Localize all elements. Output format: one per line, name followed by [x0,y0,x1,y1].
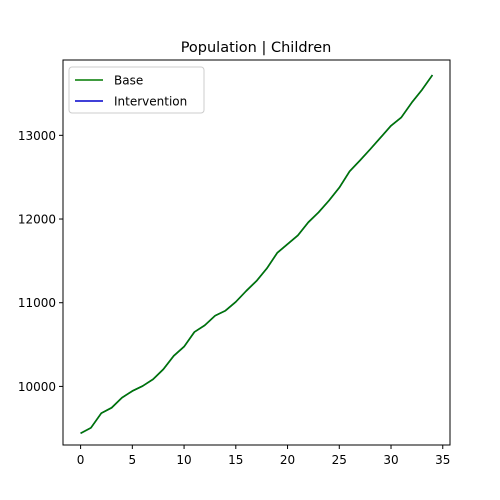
x-tick-label: 30 [383,453,398,467]
series-line-base [80,74,434,434]
x-tick-label: 25 [332,453,347,467]
legend: Base Intervention [68,66,205,114]
x-tick-label: 10 [176,453,191,467]
chart-title: Population | Children [181,40,332,56]
x-tick-label: 35 [435,453,450,467]
legend-label-intervention: Intervention [114,95,187,109]
y-tick-label: 13000 [18,129,56,143]
legend-label-base: Base [114,74,143,88]
x-tick-label: 5 [129,453,137,467]
x-tick-label: 15 [228,453,243,467]
x-tick-label: 20 [280,453,295,467]
x-tick-label: 0 [77,453,85,467]
plot-frame [62,59,451,446]
series-layer [80,74,434,434]
y-tick-label: 10000 [18,380,56,394]
axes-layer: 0 5 10 15 20 25 30 35 10000 11000 12000 13000 [18,59,451,467]
y-tick-label: 12000 [18,213,56,227]
y-tick-label: 11000 [18,296,56,310]
